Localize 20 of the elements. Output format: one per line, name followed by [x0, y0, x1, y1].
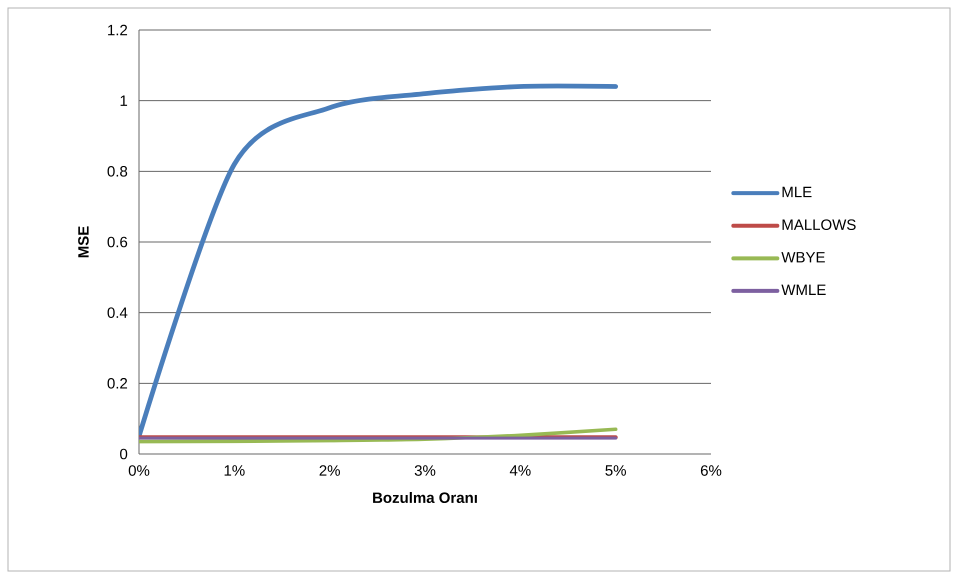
y-tick-label: 0 — [120, 448, 128, 460]
legend-label: MALLOWS — [782, 219, 856, 230]
y-tick-label: 0.2 — [108, 378, 128, 389]
x-tick-label: 0% — [128, 465, 150, 476]
x-tick-label: 6% — [700, 465, 722, 476]
x-tick-label: 5% — [605, 465, 626, 476]
legend-label: WBYE — [781, 252, 825, 262]
x-tick-label: 4% — [510, 465, 531, 476]
x-tick-label: 2% — [320, 465, 340, 476]
y-tick-label: 0.8 — [108, 166, 128, 177]
legend-label: MLE — [782, 186, 812, 198]
y-tick-label: 1.2 — [108, 24, 128, 36]
y-axis-title: MSE — [78, 226, 89, 258]
y-tick-label: 0.6 — [108, 236, 128, 248]
y-tick-label: 1 — [120, 96, 128, 106]
x-axis-title: Bozulma Oranı — [373, 492, 477, 504]
legend-label: WMLE — [781, 284, 826, 295]
y-tick-label: 0.4 — [108, 307, 128, 318]
x-tick-label: 3% — [414, 465, 436, 476]
x-tick-label: 1% — [224, 465, 245, 476]
